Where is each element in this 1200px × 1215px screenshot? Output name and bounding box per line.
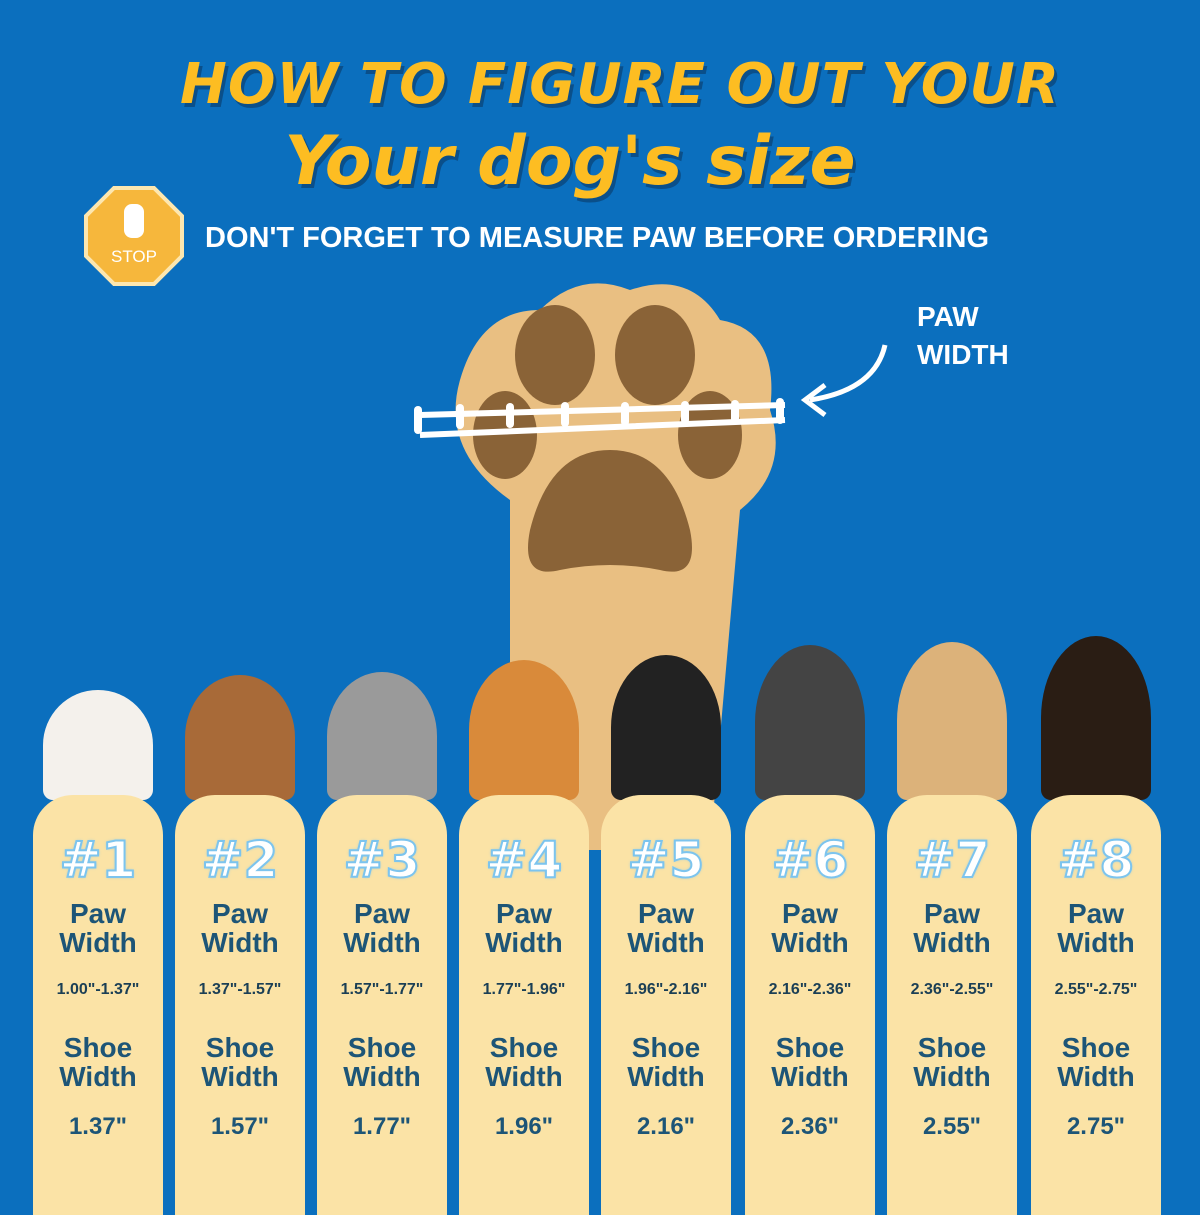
shoe-width-value: 2.16" [636,1113,696,1140]
shoe-width-heading: Shoe Width [1031,1033,1161,1091]
shoe-width-value: 1.77" [352,1113,412,1140]
shoe-width-heading: Shoe Width [601,1033,731,1091]
paw-range: 1.37"-1.57" [198,981,282,998]
shoe-width-value: 2.55" [922,1113,982,1140]
width-label: Width [913,927,991,958]
size-card: #4 Paw Width 1.77"-1.96" Shoe Width 1.96" [459,795,589,1215]
shoe-label: Shoe [347,1032,417,1063]
width-label: Width [201,1061,279,1092]
dog-photo [185,675,295,800]
shoe-width-value: 1.37" [68,1113,128,1140]
paw-range: 1.00"-1.37" [56,981,140,998]
size-number: #4 [485,830,564,890]
shoe-width-heading: Shoe Width [317,1033,447,1091]
paw-label: Paw [923,898,981,929]
width-label: Width [627,1061,705,1092]
paw-width-label: PAW WIDTH [917,298,1009,374]
shoe-width-heading: Shoe Width [33,1033,163,1091]
dog-photo [43,690,153,800]
shoe-width-heading: Shoe Width [745,1033,875,1091]
shoe-label: Shoe [489,1032,559,1063]
shoe-width-value: 2.36" [780,1113,840,1140]
paw-label-line-1: PAW [917,301,979,332]
width-label: Width [343,927,421,958]
stop-sign-icon: STOP [84,186,184,286]
shoe-label: Shoe [205,1032,275,1063]
shoe-label: Shoe [1061,1032,1131,1063]
width-label: Width [201,927,279,958]
dog-photo [1041,636,1151,800]
paw-width-heading: Paw Width [317,899,447,957]
width-label: Width [1057,1061,1135,1092]
arrow-icon [800,344,888,417]
width-label: Width [343,1061,421,1092]
stop-sign-text: STOP [111,247,157,266]
width-label: Width [913,1061,991,1092]
shoe-width-heading: Shoe Width [887,1033,1017,1091]
paw-label: Paw [637,898,695,929]
paw-range: 2.16"-2.36" [768,981,852,998]
paw-label: Paw [495,898,553,929]
title-line-1: HOW TO FIGURE OUT YOUR [180,52,1060,117]
size-number: #7 [913,830,992,890]
width-label: Width [771,927,849,958]
paw-width-heading: Paw Width [459,899,589,957]
paw-range: 1.77"-1.96" [482,981,566,998]
paw-label: Paw [69,898,127,929]
paw-width-heading: Paw Width [745,899,875,957]
dog-photo [469,660,579,800]
width-label: Width [485,1061,563,1092]
shoe-label: Shoe [917,1032,987,1063]
size-number: #1 [59,830,138,890]
paw-range: 2.36"-2.55" [910,981,994,998]
paw-label: Paw [353,898,411,929]
paw-width-heading: Paw Width [175,899,305,957]
size-card: #2 Paw Width 1.37"-1.57" Shoe Width 1.57" [175,795,305,1215]
size-card: #5 Paw Width 1.96"-2.16" Shoe Width 2.16" [601,795,731,1215]
paw-range: 2.55"-2.75" [1054,981,1138,998]
title-line-2: Your dog's size [284,122,856,201]
size-number: #6 [771,830,850,890]
paw-label: Paw [211,898,269,929]
dog-photo [755,645,865,800]
width-label: Width [59,927,137,958]
paw-width-heading: Paw Width [887,899,1017,957]
width-label: Width [627,927,705,958]
width-label: Width [485,927,563,958]
shoe-label: Shoe [63,1032,133,1063]
size-card: #1 Paw Width 1.00"-1.37" Shoe Width 1.37" [33,795,163,1215]
paw-range: 1.57"-1.77" [340,981,424,998]
shoe-label: Shoe [631,1032,701,1063]
shoe-label: Shoe [775,1032,845,1063]
shoe-width-value: 1.57" [210,1113,270,1140]
paw-width-heading: Paw Width [601,899,731,957]
dog-photo [327,672,437,800]
paw-label: Paw [781,898,839,929]
shoe-width-heading: Shoe Width [459,1033,589,1091]
dog-photo [897,642,1007,800]
paw-label-line-2: WIDTH [917,339,1009,370]
shoe-width-value: 1.96" [494,1113,554,1140]
size-number: #8 [1057,830,1136,890]
paw-range: 1.96"-2.16" [624,981,708,998]
size-number: #5 [627,830,706,890]
size-card: #7 Paw Width 2.36"-2.55" Shoe Width 2.55" [887,795,1017,1215]
paw-label: Paw [1067,898,1125,929]
width-label: Width [1057,927,1135,958]
width-label: Width [771,1061,849,1092]
width-label: Width [59,1061,137,1092]
size-card: #6 Paw Width 2.16"-2.36" Shoe Width 2.36" [745,795,875,1215]
size-card: #3 Paw Width 1.57"-1.77" Shoe Width 1.77" [317,795,447,1215]
paw-width-heading: Paw Width [1031,899,1161,957]
size-card: #8 Paw Width 2.55"-2.75" Shoe Width 2.75" [1031,795,1161,1215]
subtitle: DON'T FORGET TO MEASURE PAW BEFORE ORDER… [205,222,990,254]
shoe-width-heading: Shoe Width [175,1033,305,1091]
dog-photo [611,655,721,800]
paw-width-heading: Paw Width [33,899,163,957]
size-number: #2 [201,830,280,890]
shoe-width-value: 2.75" [1066,1113,1126,1140]
size-number: #3 [343,830,422,890]
